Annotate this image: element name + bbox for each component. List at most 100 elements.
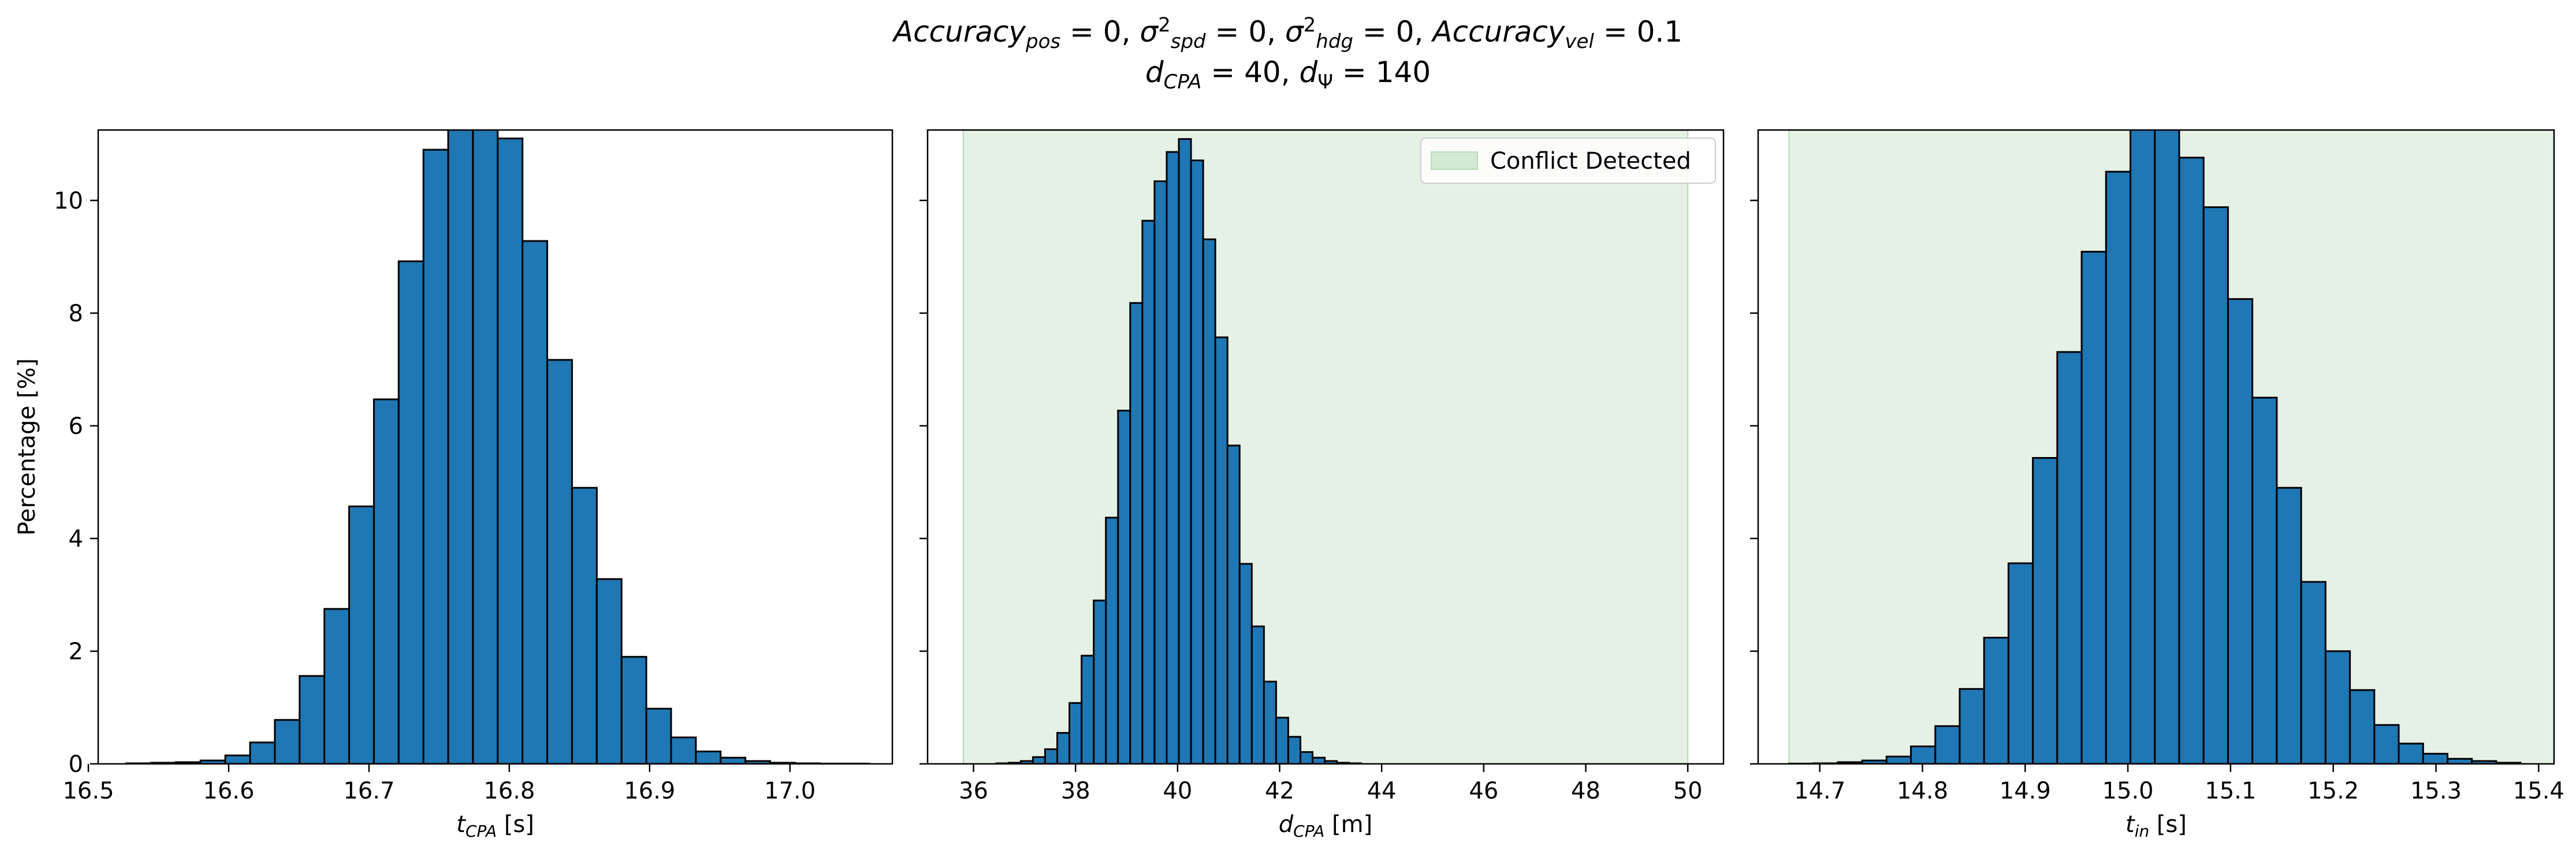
x-tick-label-t_cpa: 16.9: [624, 778, 675, 804]
x-axis-label-d_cpa: dCPA [m]: [1279, 811, 1372, 841]
title-accuracy-pos-sub: pos: [1026, 30, 1061, 53]
title-sigma-hdg-sub: hdg: [1316, 30, 1353, 53]
title-accuracy-pos-value: = 0,: [1060, 15, 1140, 49]
histogram-bar-d_cpa: [1287, 736, 1301, 764]
histogram-bar-d_cpa: [1129, 302, 1144, 764]
histogram-bar-d_cpa: [1044, 748, 1058, 764]
legend-label-conflict: Conflict Detected: [1490, 148, 1691, 174]
histogram-bar-t_cpa: [348, 505, 375, 764]
histogram-bar-t_cpa: [224, 754, 251, 764]
histogram-bar-t_in: [2178, 157, 2205, 764]
y-tick-label-t_cpa: 6: [69, 413, 83, 440]
x-tick-label-d_cpa: 40: [1163, 778, 1192, 804]
histogram-bar-d_cpa: [1093, 599, 1107, 764]
histogram-bar-t_cpa: [397, 260, 425, 764]
histogram-bar-d_cpa: [1312, 756, 1326, 764]
histogram-bar-d_cpa: [1238, 563, 1253, 764]
histogram-bar-d_cpa: [1166, 151, 1180, 764]
histogram-bar-t_in: [2422, 752, 2449, 764]
histogram-bar-t_in: [1909, 745, 1937, 764]
title-d-cpa-label: d: [1145, 55, 1164, 89]
axes-frame-t_in: [1757, 129, 2555, 765]
title-accuracy-vel-sub: vel: [1565, 30, 1594, 53]
figure-title: Accuracypos = 0, σ2spd = 0, σ2hdg = 0, A…: [0, 12, 2576, 92]
histogram-bar-t_cpa: [299, 675, 326, 764]
histogram-bar-t_cpa: [571, 487, 598, 764]
histogram-bar-d_cpa: [1202, 238, 1216, 764]
histogram-bar-t_cpa: [422, 148, 449, 764]
histogram-bar-t_in: [2056, 351, 2083, 764]
histogram-bar-t_cpa: [645, 707, 672, 764]
x-tick-label-t_cpa: 17.0: [764, 778, 816, 804]
histogram-bar-d_cpa: [1275, 716, 1289, 764]
histogram-bar-t_cpa: [720, 756, 747, 764]
histogram-bar-d_cpa: [1153, 180, 1168, 764]
histogram-bar-t_in: [2349, 689, 2376, 764]
x-tick-label-d_cpa: 50: [1673, 778, 1703, 804]
x-axis-label-t_in: tin [s]: [2125, 811, 2187, 841]
histogram-bar-d_cpa: [1032, 756, 1046, 764]
x-tick-label-d_cpa: 46: [1469, 778, 1498, 804]
title-d-psi-sub: Ψ: [1317, 70, 1334, 94]
title-accuracy-vel-label: Accuracy: [1432, 15, 1565, 49]
y-tick-label-t_cpa: 10: [54, 188, 83, 214]
histogram-bar-d_cpa: [1141, 220, 1156, 764]
x-tick-label-t_in: 14.8: [1897, 778, 1948, 804]
histogram-bar-d_cpa: [1263, 681, 1277, 764]
histogram-bar-t_cpa: [447, 130, 474, 764]
histogram-bar-t_cpa: [522, 240, 549, 764]
histogram-bar-t_in: [2007, 562, 2034, 764]
histogram-bar-t_in: [2080, 251, 2107, 764]
x-tick-label-d_cpa: 42: [1265, 778, 1294, 804]
histogram-bar-t_in: [2276, 487, 2302, 764]
histogram-bar-t_in: [1934, 725, 1961, 764]
histogram-bar-t_in: [1959, 688, 1985, 764]
histogram-bar-d_cpa: [1226, 444, 1241, 764]
histogram-bar-t_in: [2032, 457, 2058, 764]
x-axis-label-t_cpa: tCPA [s]: [456, 811, 534, 841]
axes-frame-d_cpa: [926, 129, 1725, 765]
title-d-cpa-value: = 40,: [1201, 55, 1300, 89]
x-tick-label-t_in: 15.2: [2307, 778, 2359, 804]
legend-box: [1420, 138, 1716, 184]
x-tick-label-t_in: 15.1: [2205, 778, 2256, 804]
histogram-bar-t_cpa: [274, 719, 301, 764]
title-accuracy-vel-value: = 0.1: [1594, 15, 1683, 49]
histogram-bar-t_in: [2154, 130, 2180, 764]
x-tick-label-t_cpa: 16.5: [62, 778, 114, 804]
title-d-psi-value: = 140: [1333, 55, 1431, 89]
x-tick-label-t_in: 15.4: [2513, 778, 2564, 804]
histogram-bar-t_in: [2447, 758, 2473, 764]
x-tick-label-d_cpa: 36: [959, 778, 988, 804]
title-accuracy-pos-label: Accuracy: [893, 15, 1026, 49]
histogram-bar-t_cpa: [323, 608, 350, 764]
x-tick-label-t_cpa: 16.8: [483, 778, 535, 804]
legend-swatch-conflict: [1431, 151, 1478, 170]
x-tick-label-t_cpa: 16.7: [343, 778, 394, 804]
histogram-bar-d_cpa: [1190, 159, 1204, 764]
x-tick-label-d_cpa: 44: [1367, 778, 1397, 804]
x-tick-label-t_in: 14.9: [2000, 778, 2051, 804]
y-tick-label-t_cpa: 2: [69, 638, 83, 665]
histogram-bar-d_cpa: [1250, 625, 1265, 764]
histogram-bar-t_in: [2130, 130, 2156, 764]
title-sigma-hdg-sup: 2: [1303, 13, 1316, 37]
y-tick-label-t_cpa: 0: [69, 751, 83, 778]
title-sigma-spd-sub: spd: [1170, 30, 1206, 53]
title-d-psi-label: d: [1299, 55, 1318, 89]
histogram-bar-t_in: [2105, 170, 2132, 764]
title-line-1: Accuracypos = 0, σ2spd = 0, σ2hdg = 0, A…: [0, 12, 2576, 52]
title-line-2: dCPA = 40, dΨ = 140: [0, 52, 2576, 92]
histogram-bar-d_cpa: [1117, 410, 1131, 764]
histogram-bar-d_cpa: [1056, 732, 1071, 764]
histogram-bar-t_cpa: [620, 656, 647, 764]
axes-frame-t_cpa: [97, 129, 894, 765]
title-sigma-spd-value: = 0,: [1205, 15, 1285, 49]
histogram-bar-t_in: [2324, 650, 2351, 764]
title-sigma-spd-sup: 2: [1158, 13, 1171, 37]
histogram-bar-t_cpa: [670, 736, 697, 764]
histogram-bar-d_cpa: [1214, 336, 1229, 764]
title-sigma-hdg-value: = 0,: [1353, 15, 1433, 49]
histogram-bar-t_cpa: [497, 138, 524, 764]
